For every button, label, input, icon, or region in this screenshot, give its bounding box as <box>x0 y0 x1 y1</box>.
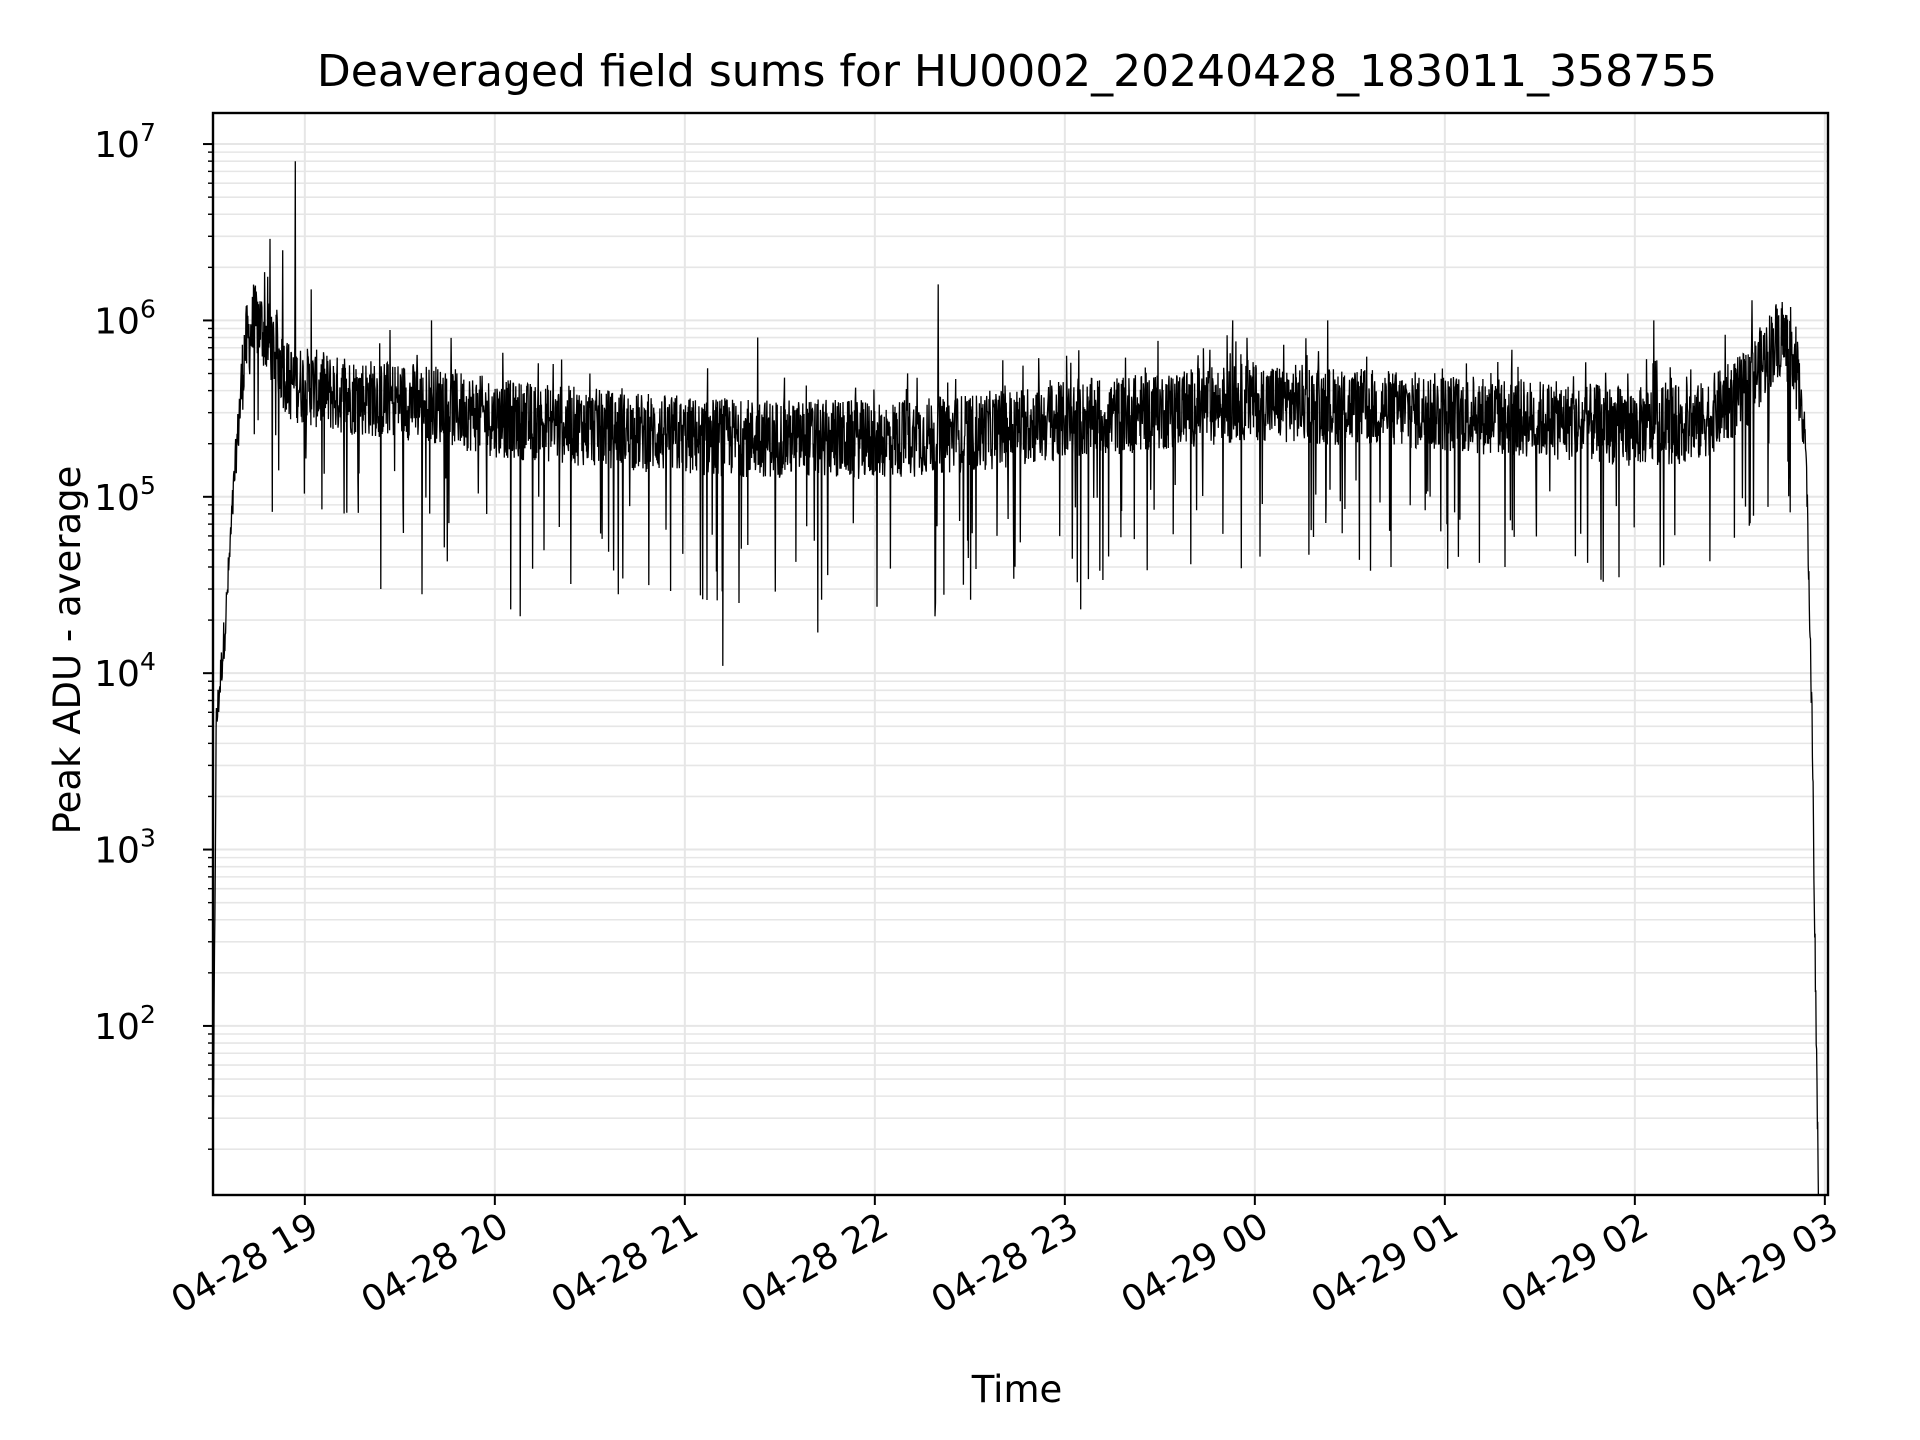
x-axis-label: Time <box>971 1368 1063 1411</box>
y-axis-label: Peak ADU - average <box>46 466 89 835</box>
y-tick-label: 102 <box>94 1000 156 1048</box>
plot-frame <box>211 111 1830 1197</box>
series-line <box>213 161 1820 1195</box>
series-layer <box>213 161 1820 1195</box>
y-tick-label: 107 <box>94 118 156 166</box>
y-tick-label: 105 <box>94 471 156 519</box>
grid <box>213 113 1828 1195</box>
y-tick-label: 103 <box>94 824 156 872</box>
y-tick-label: 106 <box>94 294 156 342</box>
y-tick-label: 104 <box>94 647 156 695</box>
chart-title: Deaveraged field sums for HU0002_2024042… <box>317 46 1717 97</box>
